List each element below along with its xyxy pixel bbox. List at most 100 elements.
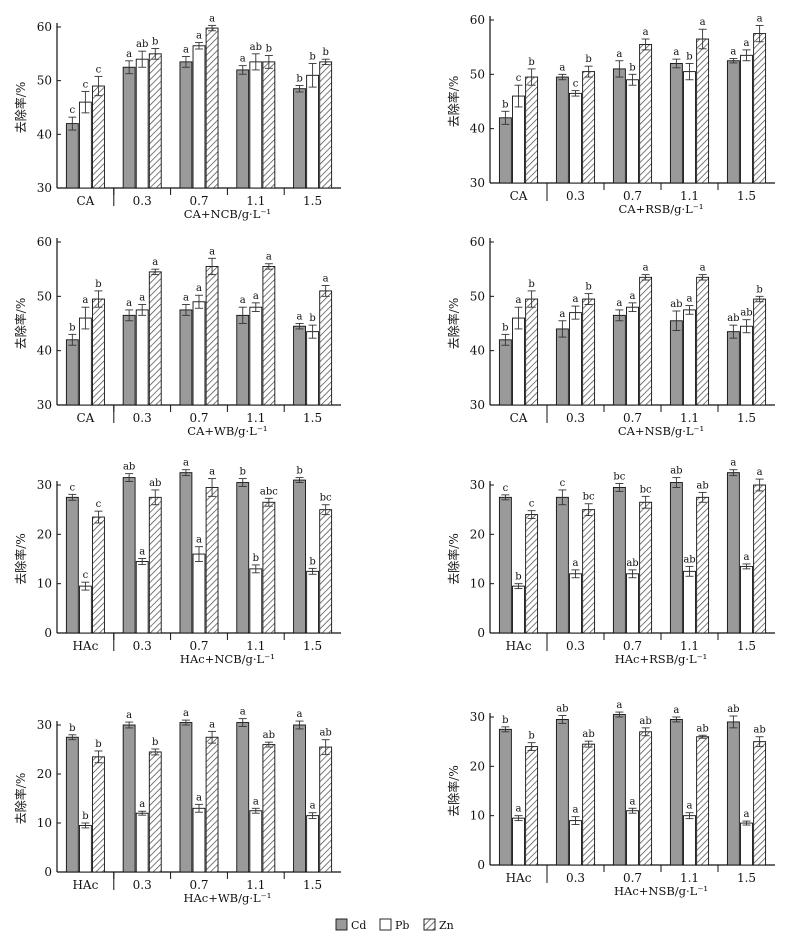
bar-zn [262, 266, 276, 406]
significance-label: ab [263, 730, 275, 741]
significance-label: a [643, 263, 649, 274]
x-tick-label: 1.1 [680, 639, 699, 653]
significance-label: a [687, 294, 693, 305]
bar-zn [639, 276, 653, 406]
significance-label: c [529, 499, 535, 510]
x-tick-label: 1.5 [737, 189, 756, 203]
bar-cd [726, 472, 740, 634]
x-tick-label: 0.7 [623, 189, 642, 203]
bar-zn [753, 741, 767, 866]
significance-label: a [757, 467, 763, 478]
bar-cd [612, 68, 626, 184]
x-tick-label: 0.3 [566, 639, 585, 653]
x-tick-label: 0.3 [133, 411, 152, 425]
bar-zn [696, 736, 710, 866]
y-tick-label: 10 [470, 809, 485, 823]
significance-label: a [730, 47, 736, 58]
significance-label: a [126, 49, 132, 60]
significance-label: ab [683, 554, 695, 565]
y-axis-label: 去除率/% [13, 298, 28, 349]
bar-pb [249, 61, 263, 189]
significance-label: a [643, 27, 649, 38]
significance-label: ab [136, 39, 148, 50]
x-tick-label: HAc [506, 639, 532, 653]
x-tick-label: 0.3 [566, 411, 585, 425]
x-axis-label: CA+NCB/g·L⁻¹ [184, 207, 271, 221]
bar-pb [683, 815, 696, 866]
y-tick-label: 60 [37, 235, 52, 249]
x-tick-label: 0.7 [623, 871, 642, 885]
significance-label: b [69, 723, 75, 734]
x-tick-label: 1.1 [680, 411, 699, 425]
chart-panel-8: 0102030去除率/%HAcbab0.3abaab0.7aaab1.1aaab… [446, 700, 775, 898]
y-tick-label: 40 [37, 127, 52, 141]
bar-pb [78, 585, 92, 634]
bar-cd [65, 123, 79, 189]
significance-label: ab [753, 725, 765, 736]
bar-pb [683, 309, 696, 406]
significance-label: abc [260, 486, 278, 497]
significance-label: a [196, 535, 202, 546]
bar-cd [498, 339, 512, 406]
y-tick-label: 20 [470, 759, 485, 773]
bar-cd [669, 63, 683, 184]
bar-pb [683, 570, 696, 634]
significance-label: a [673, 705, 679, 716]
bar-cd [612, 714, 626, 866]
significance-label: b [502, 715, 508, 726]
significance-label: ab [727, 704, 739, 715]
significance-label: ab [727, 313, 739, 324]
bar-zn [319, 746, 333, 873]
y-tick-label: 10 [37, 816, 52, 830]
x-tick-label: 0.7 [189, 878, 208, 892]
significance-label: b [502, 99, 508, 110]
x-tick-label: 0.7 [623, 639, 642, 653]
bar-zn [696, 276, 710, 406]
bar-zn [148, 496, 162, 634]
significance-label: a [700, 263, 706, 274]
bar-cd [179, 722, 193, 873]
bar-cd [726, 331, 740, 406]
y-axis-label: 去除率/% [446, 76, 461, 127]
bar-zn [205, 736, 219, 873]
bar-cd [498, 496, 512, 634]
chart-panel-6: 0102030去除率/%HAccbc0.3cabc0.7bcabbc1.1aba… [446, 458, 775, 666]
y-axis-label: 去除率/% [446, 765, 461, 816]
bar-pb [192, 807, 206, 873]
bar-pb [740, 822, 753, 866]
bar-pb [135, 561, 149, 634]
significance-label: a [139, 799, 145, 810]
significance-label: c [516, 73, 522, 84]
bar-pb [740, 325, 753, 406]
bar-zn [262, 61, 276, 189]
bar-cd [555, 328, 569, 406]
x-tick-label: 0.7 [189, 639, 208, 653]
significance-label: a [573, 294, 579, 305]
significance-label: a [516, 295, 522, 306]
bar-zn [753, 33, 767, 184]
significance-label: a [616, 700, 622, 711]
significance-label: a [82, 295, 88, 306]
x-tick-label: CA [510, 411, 528, 425]
significance-label: a [573, 558, 579, 569]
y-tick-label: 0 [477, 626, 485, 640]
y-tick-label: 50 [470, 289, 485, 303]
significance-label: a [183, 458, 189, 469]
y-tick-label: 40 [470, 344, 485, 358]
y-tick-label: 0 [477, 858, 485, 872]
bar-zn [319, 290, 333, 406]
bar-pb [249, 568, 263, 634]
x-tick-label: HAc [72, 639, 98, 653]
bar-cd [498, 728, 512, 866]
y-tick-label: 0 [44, 626, 52, 640]
significance-label: a [687, 801, 693, 812]
bar-pb [135, 309, 149, 406]
bar-zn [205, 487, 219, 634]
x-tick-label: CA [510, 189, 528, 203]
bar-zn [148, 271, 162, 406]
bar-zn [639, 731, 653, 866]
legend-label: Cd [351, 919, 366, 932]
bar-cd [179, 472, 193, 634]
